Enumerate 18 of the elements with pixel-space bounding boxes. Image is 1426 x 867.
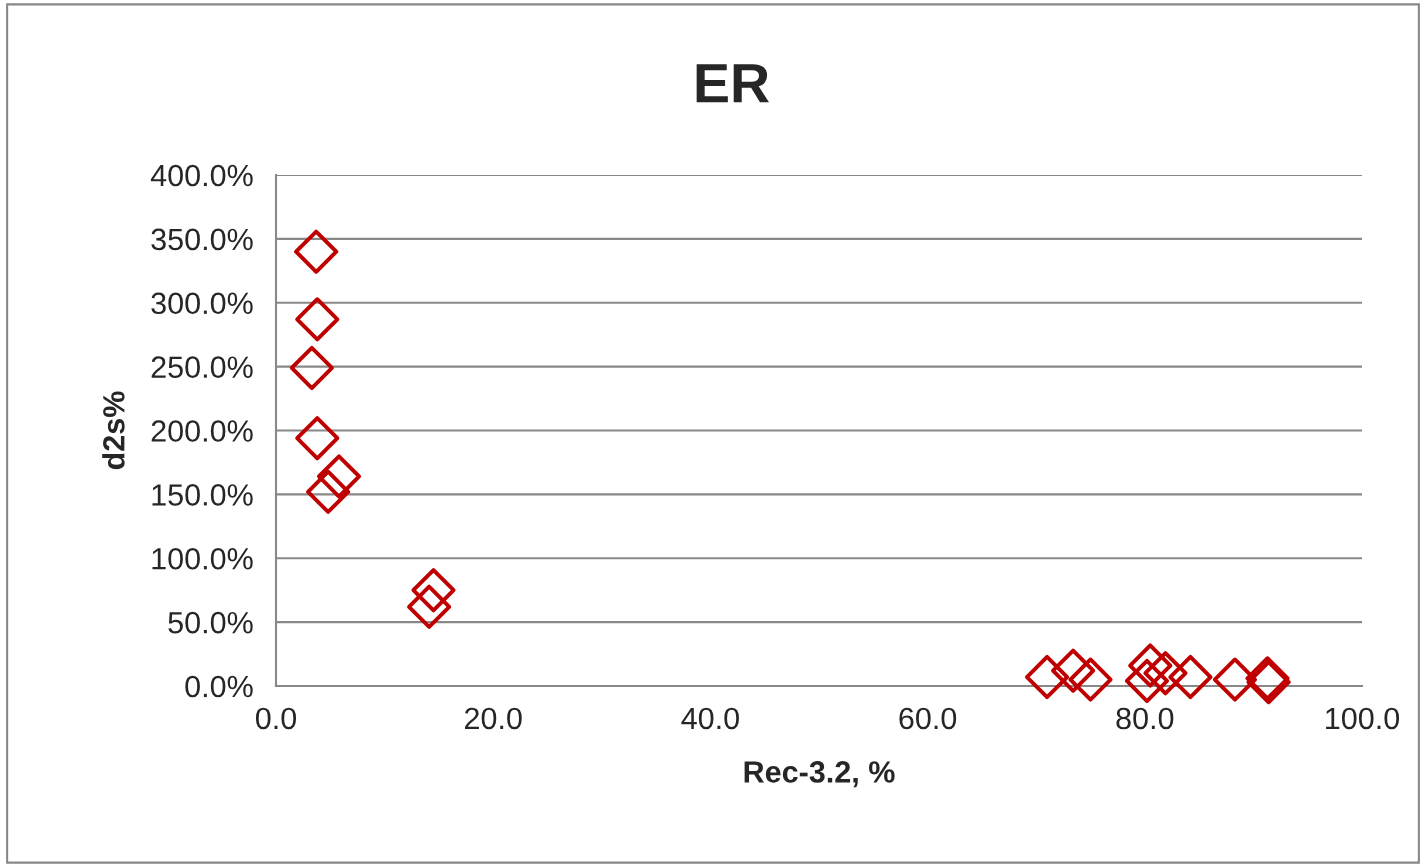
x-tick-label: 20.0 bbox=[465, 707, 522, 730]
x-tick-label: 80.0 bbox=[1116, 707, 1174, 730]
y-tick-label: 0.0% bbox=[185, 675, 253, 698]
x-tick-label: 100.0 bbox=[1326, 707, 1400, 730]
y-tick-label: 250.0% bbox=[151, 356, 253, 378]
chart-title: ER bbox=[696, 64, 769, 103]
y-tick-label: 50.0% bbox=[168, 611, 253, 634]
y-axis-title: d2s% bbox=[102, 391, 125, 470]
y-tick-label: 300.0% bbox=[151, 292, 253, 315]
x-tick-label: 60.0 bbox=[899, 707, 957, 730]
y-tick-label: 100.0% bbox=[152, 547, 253, 570]
x-axis-title: Rec-3.2, % bbox=[744, 761, 895, 788]
y-tick-label: 200.0% bbox=[151, 420, 253, 442]
x-tick-label: 40.0 bbox=[681, 707, 739, 730]
y-tick-label: 150.0% bbox=[152, 484, 253, 506]
y-tick-label: 400.0% bbox=[150, 164, 253, 187]
y-tick-label: 350.0% bbox=[151, 228, 253, 251]
x-tick-label: 0.0 bbox=[255, 707, 297, 730]
